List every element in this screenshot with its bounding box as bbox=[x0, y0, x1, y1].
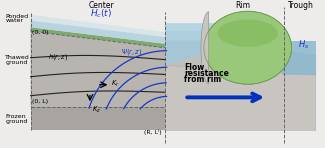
Text: $H_c(t)$: $H_c(t)$ bbox=[90, 8, 112, 20]
Text: resistance: resistance bbox=[184, 69, 229, 78]
Polygon shape bbox=[165, 65, 316, 131]
Polygon shape bbox=[31, 107, 165, 131]
Text: $K_z$: $K_z$ bbox=[92, 105, 101, 115]
Text: Flow: Flow bbox=[184, 63, 205, 72]
Text: water: water bbox=[5, 18, 23, 23]
Text: $h(r,z)$: $h(r,z)$ bbox=[48, 52, 69, 62]
Text: ground: ground bbox=[5, 60, 28, 65]
Polygon shape bbox=[165, 41, 316, 75]
Polygon shape bbox=[201, 12, 209, 84]
Text: (R, Lᴵ): (R, Lᴵ) bbox=[144, 129, 161, 135]
Ellipse shape bbox=[217, 20, 278, 47]
Polygon shape bbox=[31, 31, 165, 107]
Text: Ponded: Ponded bbox=[5, 13, 28, 18]
Text: (0, L): (0, L) bbox=[32, 99, 48, 104]
Text: $H_s$: $H_s$ bbox=[298, 39, 309, 51]
Text: (0, 0): (0, 0) bbox=[32, 30, 48, 35]
Text: Center: Center bbox=[89, 1, 114, 10]
Text: Thawed: Thawed bbox=[5, 55, 30, 60]
Polygon shape bbox=[165, 23, 218, 31]
Polygon shape bbox=[282, 41, 316, 75]
Text: $K_r$: $K_r$ bbox=[111, 79, 120, 89]
Text: Trough: Trough bbox=[288, 1, 314, 10]
Text: ground: ground bbox=[5, 119, 28, 124]
Ellipse shape bbox=[204, 11, 292, 84]
Polygon shape bbox=[165, 23, 218, 65]
Text: from rim: from rim bbox=[184, 75, 222, 84]
Text: Frozen: Frozen bbox=[5, 114, 26, 119]
Text: Rim: Rim bbox=[235, 1, 250, 10]
Polygon shape bbox=[31, 20, 165, 44]
Polygon shape bbox=[31, 15, 165, 37]
Text: $\Psi(r,z)$: $\Psi(r,z)$ bbox=[121, 47, 143, 57]
Polygon shape bbox=[218, 23, 282, 65]
Polygon shape bbox=[31, 27, 165, 48]
